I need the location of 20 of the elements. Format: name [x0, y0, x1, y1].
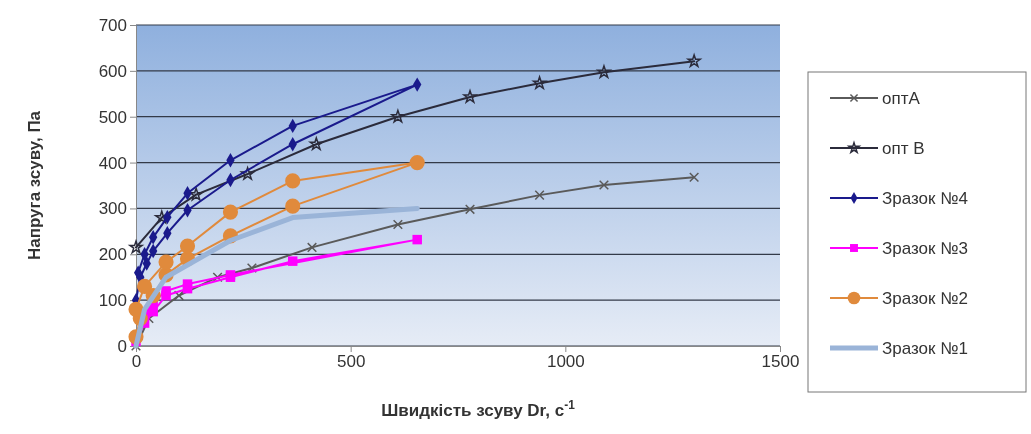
y-tick-label: 200	[98, 245, 127, 265]
legend-label: Зразок №4	[882, 189, 968, 208]
legend-label: Зразок №1	[882, 339, 968, 358]
legend-label: Зразок №3	[882, 239, 968, 258]
y-tick-label: 700	[98, 15, 127, 35]
y-tick-label: 500	[98, 107, 127, 127]
y-tick-label: 400	[98, 153, 127, 173]
legend-label: опт В	[882, 139, 925, 158]
legend-label: оптА	[882, 89, 921, 108]
x-tick-label: 500	[336, 352, 366, 372]
y-tick-label: 0	[117, 336, 127, 356]
y-tick-label: 100	[98, 291, 127, 311]
y-axis-title: Напруга зсуву, Па	[25, 110, 44, 261]
x-axis-title: Швидкість зсуву Dr, с$^{-1}$	[381, 398, 576, 420]
x-tick-label: 1000	[546, 352, 585, 372]
x-tick-label: 0	[131, 352, 142, 372]
legend-label: Зразок №2	[882, 289, 968, 308]
x-tick-label: 1500	[761, 352, 800, 372]
y-tick-label: 300	[98, 199, 127, 219]
y-tick-label: 600	[98, 61, 127, 81]
